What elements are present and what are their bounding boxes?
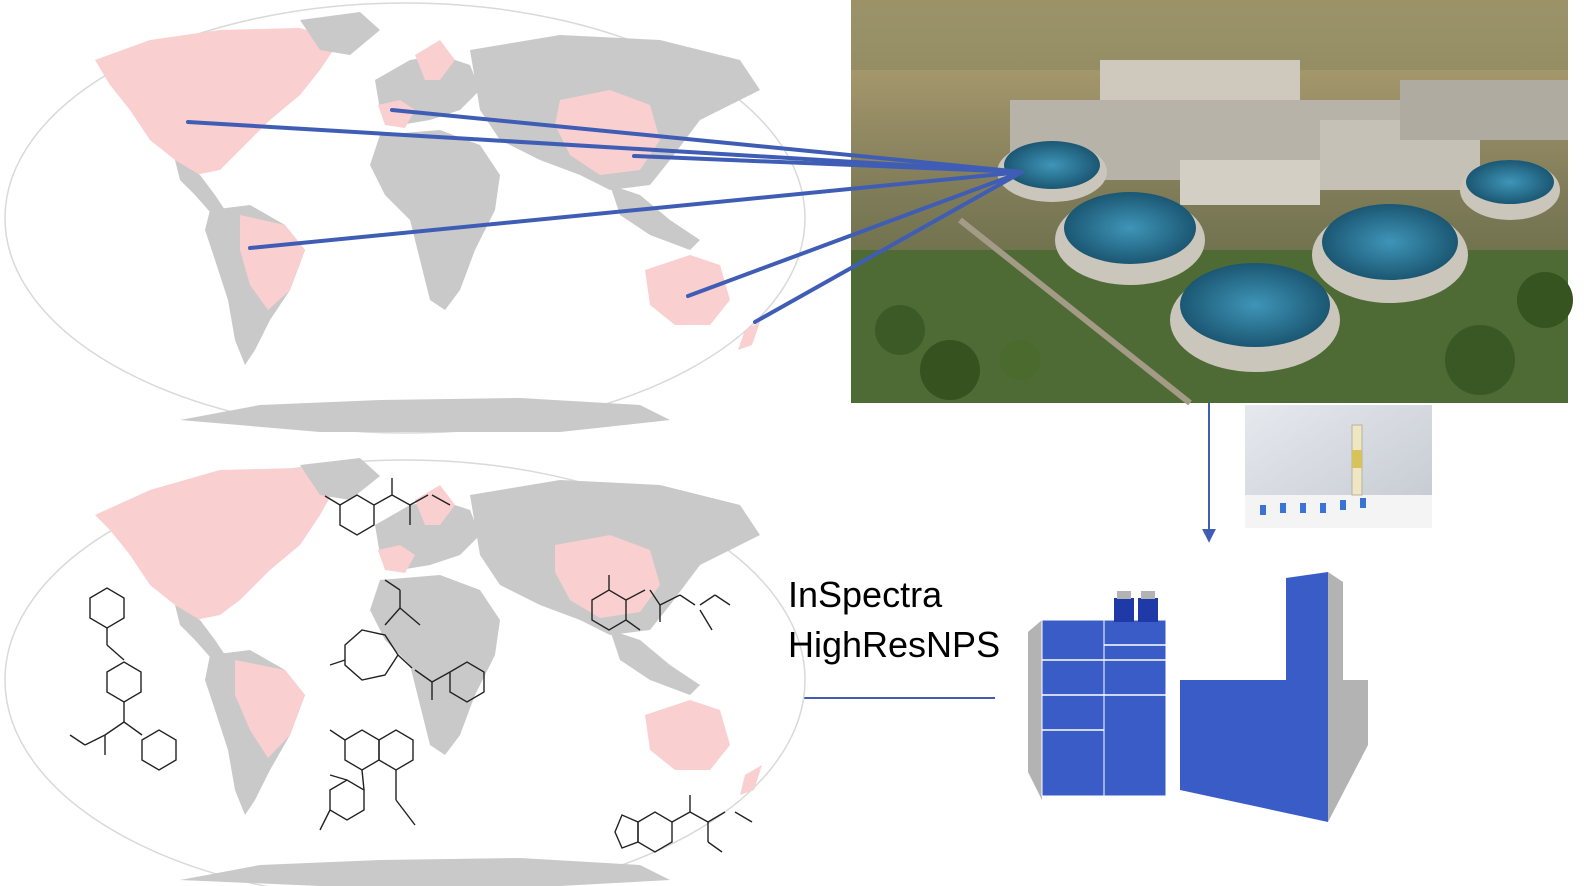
greenland-land-bottom — [300, 458, 380, 500]
australia-land — [645, 255, 730, 325]
africa-land — [370, 130, 500, 310]
clarifier-tank-2 — [1055, 192, 1205, 285]
molecule-fentanyl — [69, 587, 177, 771]
brazil-land-bottom — [235, 660, 305, 758]
molecule-methylone — [614, 795, 753, 853]
software-name-highresnps: HighResNPS — [788, 624, 1001, 665]
scandinavia-land — [415, 40, 455, 80]
brazil-land — [240, 215, 305, 310]
arrow-south-america — [248, 170, 1024, 250]
lc-hrms-instrument-icon — [1028, 572, 1368, 822]
arrow-europe — [390, 108, 1024, 174]
clarifier-tank-3 — [1170, 263, 1340, 372]
new-zealand-land-bottom — [740, 765, 762, 795]
central-america-land-bottom — [175, 605, 225, 657]
southeast-asia-land — [610, 185, 700, 250]
wastewater-treatment-plant-photo — [851, 0, 1573, 406]
arrow-new-zealand — [753, 170, 1024, 324]
western-europe-land-bottom — [378, 545, 415, 573]
central-america-land — [175, 160, 225, 212]
molecule-morphine — [319, 729, 416, 831]
software-label: InSpectra HighResNPS — [788, 570, 1000, 670]
world-map-bottom — [4, 458, 806, 886]
north-america-land-bottom — [95, 468, 340, 620]
solid-phase-extraction-photo — [1245, 405, 1432, 528]
clarifier-tank-4 — [1312, 204, 1468, 303]
china-land-bottom — [555, 535, 660, 618]
western-europe-land — [378, 100, 415, 128]
molecule-lidocaine — [591, 575, 731, 631]
world-map-top — [4, 2, 806, 434]
greenland-land — [300, 12, 380, 55]
new-zealand-land — [738, 322, 760, 350]
arrow-australia — [686, 170, 1024, 298]
scandinavia-land-bottom — [415, 485, 455, 525]
antarctica-land-bottom — [180, 858, 670, 886]
southeast-asia-land-bottom — [610, 630, 700, 695]
australia-land-bottom — [645, 700, 730, 770]
molecule-cathinone — [324, 478, 451, 536]
software-name-inspectra: InSpectra — [788, 574, 943, 615]
arrow-north-america — [186, 120, 1024, 174]
clarifier-tank-1 — [997, 141, 1107, 202]
antarctica-land — [180, 398, 670, 432]
sampling-arrows — [186, 108, 1024, 324]
molecule-cocaine — [329, 579, 485, 703]
north-america-land — [95, 28, 340, 175]
arrow-china — [632, 154, 1024, 174]
molecule-structures — [69, 478, 753, 853]
africa-land-bottom — [370, 575, 500, 755]
clarifier-tank-5 — [1460, 160, 1560, 220]
